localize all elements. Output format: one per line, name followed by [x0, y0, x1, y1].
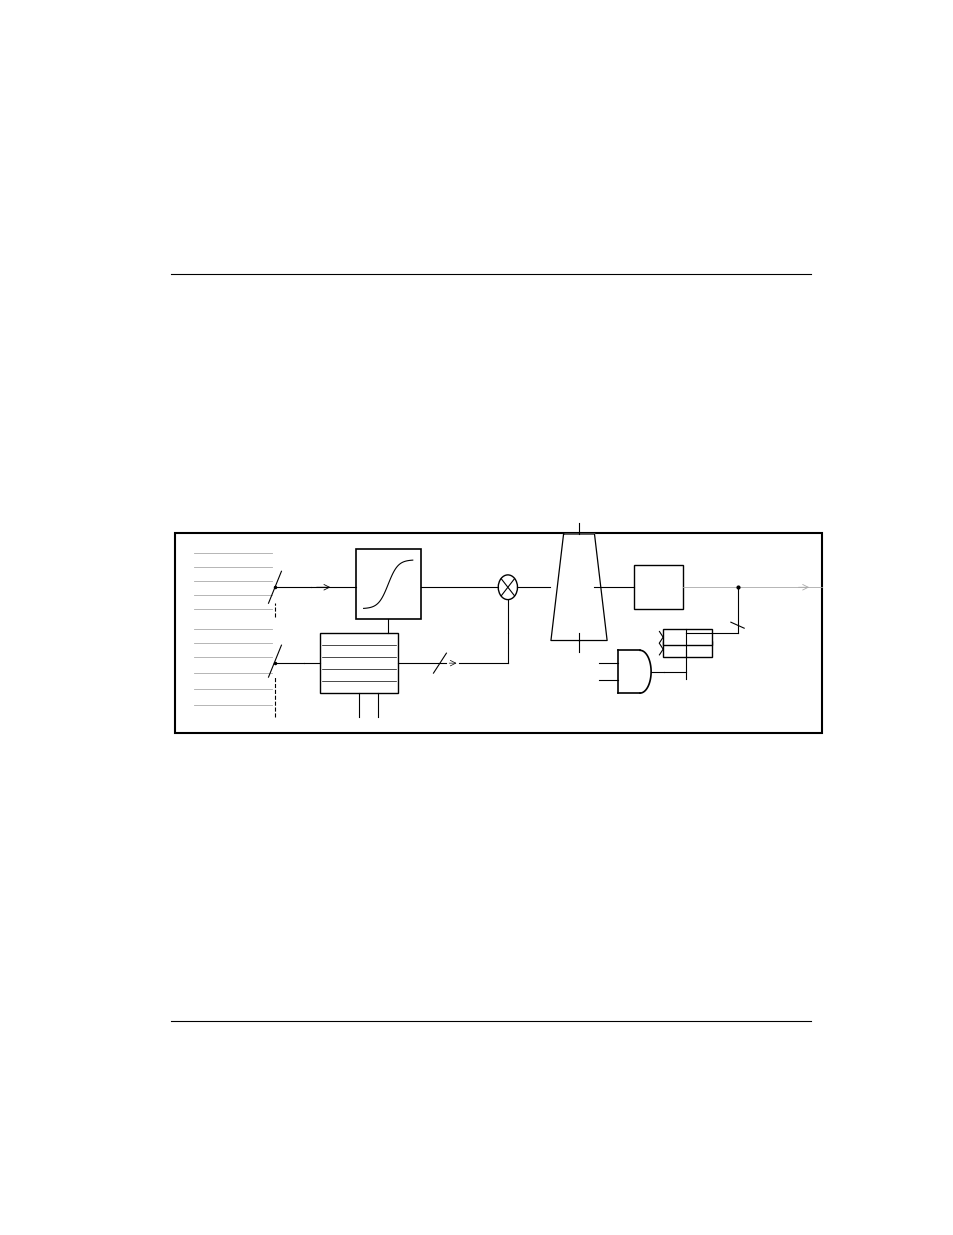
Bar — [174, 534, 821, 734]
Bar — [320, 634, 397, 693]
Bar — [634, 566, 681, 609]
Polygon shape — [551, 534, 606, 641]
Bar — [662, 641, 711, 657]
Bar — [662, 629, 711, 645]
Bar — [355, 550, 420, 619]
